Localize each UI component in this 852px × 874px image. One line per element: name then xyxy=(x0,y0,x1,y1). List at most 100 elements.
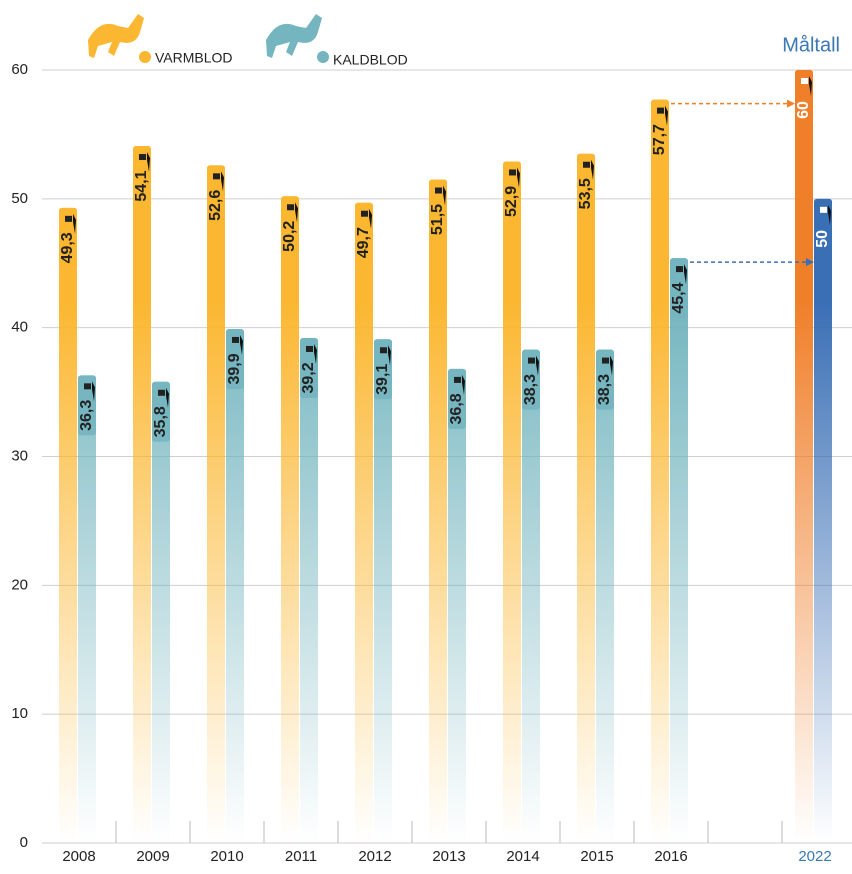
x-tick-label: 2008 xyxy=(62,848,95,865)
bar xyxy=(503,161,521,843)
value-label: 51,5 xyxy=(429,204,446,235)
bar-cap xyxy=(429,179,447,240)
bar-cap xyxy=(814,198,832,259)
x-tick-label: 2022 xyxy=(798,848,831,865)
legend-label: KALDBLOD xyxy=(333,52,408,68)
bar xyxy=(795,70,813,843)
value-label: 49,7 xyxy=(355,227,372,258)
bar-icon xyxy=(221,171,224,192)
legend-horse xyxy=(88,14,144,58)
bar-icon xyxy=(801,78,808,84)
value-label: 38,3 xyxy=(522,374,539,405)
value-label: 39,9 xyxy=(226,353,243,384)
bar-icon xyxy=(139,154,146,161)
bar xyxy=(226,328,244,844)
x-tick-label: 2011 xyxy=(285,848,317,865)
annotation: Måltall xyxy=(782,34,840,56)
bar-icon xyxy=(583,161,590,168)
value-label: 49,3 xyxy=(59,232,76,263)
bar-cap xyxy=(300,337,318,398)
bar-cap xyxy=(596,349,614,410)
bar xyxy=(522,349,540,843)
bar-icon xyxy=(684,264,687,285)
bar-cap xyxy=(577,153,595,214)
bar-icon xyxy=(610,355,613,376)
bar-icon xyxy=(676,266,683,273)
bar-icon xyxy=(295,202,298,223)
bar-cap xyxy=(374,339,392,400)
y-tick-label: 0 xyxy=(20,834,28,851)
bar-icon xyxy=(536,355,539,376)
legend-horse xyxy=(266,14,322,58)
bar-cap xyxy=(651,99,669,160)
bar-icon xyxy=(73,213,76,234)
bar-icon xyxy=(528,357,535,364)
y-tick-label: 10 xyxy=(11,705,28,722)
bar-icon xyxy=(166,387,169,408)
value-label: 53,5 xyxy=(577,178,594,209)
bar-icon xyxy=(657,107,664,114)
value-label: 38,3 xyxy=(596,374,613,405)
legend-icon xyxy=(139,51,151,63)
bar-icon xyxy=(306,345,313,352)
bar-icon xyxy=(84,383,91,390)
bar-icon xyxy=(388,345,391,366)
bar-icon xyxy=(509,169,516,176)
legend-icon xyxy=(317,51,329,63)
bar-icon xyxy=(454,376,461,383)
bar-icon xyxy=(443,185,446,206)
bar-icon xyxy=(158,389,165,396)
x-tick-label: 2009 xyxy=(136,848,169,865)
bar xyxy=(374,339,392,843)
legend-label: VARMBLOD xyxy=(155,50,233,66)
bar xyxy=(59,207,77,843)
bar-icon xyxy=(828,204,831,225)
bar-cap xyxy=(670,258,688,319)
y-tick-label: 30 xyxy=(11,447,28,464)
value-label: 39,2 xyxy=(300,362,317,393)
bar xyxy=(577,153,595,843)
bar-icon xyxy=(92,381,95,402)
value-label: 36,3 xyxy=(78,400,95,431)
bar-icon xyxy=(369,208,372,229)
bar-icon xyxy=(665,105,668,126)
y-tick-label: 40 xyxy=(11,319,28,336)
value-label: 60 xyxy=(795,101,812,119)
bar xyxy=(670,258,688,843)
x-tick-label: 2012 xyxy=(358,848,391,865)
bar-cap xyxy=(355,202,373,263)
bar-icon xyxy=(287,204,294,211)
bar-cap xyxy=(59,207,77,268)
bar-icon xyxy=(820,206,827,213)
x-tick-label: 2013 xyxy=(432,848,465,865)
bar-icon xyxy=(809,76,812,96)
value-label: 45,4 xyxy=(670,282,687,313)
bar xyxy=(355,202,373,843)
bar xyxy=(133,146,151,844)
x-tick-label: 2015 xyxy=(580,848,613,865)
x-tick-label: 2016 xyxy=(654,848,687,865)
bar-icon xyxy=(232,336,239,343)
y-tick-label: 60 xyxy=(11,61,28,78)
bar xyxy=(300,337,318,843)
bar xyxy=(78,375,96,843)
bar-icon xyxy=(380,347,387,354)
value-label: 50,2 xyxy=(281,221,298,252)
bar xyxy=(429,179,447,844)
bar-icon xyxy=(435,187,442,194)
bar xyxy=(281,196,299,844)
bar-cap xyxy=(226,328,244,389)
value-label: 50 xyxy=(814,230,831,248)
bar-icon xyxy=(602,357,609,364)
x-tick-label: 2010 xyxy=(210,848,243,865)
bar-cap xyxy=(448,368,466,429)
bar-cap xyxy=(133,146,151,207)
value-label: 35,8 xyxy=(152,406,169,437)
bar-icon xyxy=(147,152,150,173)
value-label: 36,8 xyxy=(448,393,465,424)
bar-icon xyxy=(591,159,594,180)
bar-icon xyxy=(517,167,520,188)
y-tick-label: 20 xyxy=(11,576,28,593)
bar-cap xyxy=(152,381,170,442)
